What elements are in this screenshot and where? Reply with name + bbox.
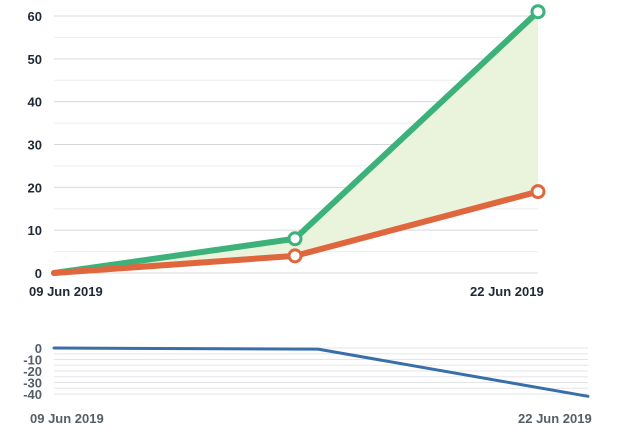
main-y-tick: 20 xyxy=(28,180,42,195)
main-line-chart: 0 10 20 30 40 50 60 09 Jun 2019 22 Jun 2019 xyxy=(28,4,546,299)
navigator-series xyxy=(52,346,590,398)
main-y-tick: 10 xyxy=(28,223,42,238)
navigator-line-chart[interactable]: 0-10-20-30-40 09 Jun 2019 22 Jun 2019 xyxy=(23,341,592,426)
navigator-series-line xyxy=(52,346,590,398)
difference-area xyxy=(54,11,538,273)
main-x-tick-start: 09 Jun 2019 xyxy=(29,284,103,299)
navigator-x-tick-end: 22 Jun 2019 xyxy=(518,411,592,426)
navigator-y-tick: -10 xyxy=(23,353,42,368)
navigator-x-tick-start: 09 Jun 2019 xyxy=(30,411,104,426)
navigator-y-tick: -20 xyxy=(23,364,42,379)
main-chart-x-axis: 09 Jun 2019 22 Jun 2019 xyxy=(29,284,544,299)
navigator-gridlines xyxy=(54,347,588,395)
series-1-point[interactable] xyxy=(287,248,303,264)
main-y-tick: 0 xyxy=(35,266,42,281)
navigator-y-axis: 0-10-20-30-40 xyxy=(23,341,42,402)
series-1-point[interactable] xyxy=(530,184,546,200)
main-y-tick: 40 xyxy=(28,95,42,110)
main-x-tick-end: 22 Jun 2019 xyxy=(470,284,544,299)
main-chart-y-axis: 0 10 20 30 40 50 60 xyxy=(28,9,42,281)
navigator-y-tick: 0 xyxy=(35,341,42,356)
main-chart-gridlines xyxy=(54,15,538,274)
main-chart-series xyxy=(51,4,546,276)
navigator-x-axis: 09 Jun 2019 22 Jun 2019 xyxy=(30,411,592,426)
main-y-tick: 30 xyxy=(28,138,42,153)
series-0-point[interactable] xyxy=(287,231,303,247)
navigator-y-tick: -40 xyxy=(23,387,42,402)
series-0-point[interactable] xyxy=(530,4,546,20)
main-y-tick: 60 xyxy=(28,9,42,24)
navigator-y-tick: -30 xyxy=(23,376,42,391)
main-y-tick: 50 xyxy=(28,52,42,67)
